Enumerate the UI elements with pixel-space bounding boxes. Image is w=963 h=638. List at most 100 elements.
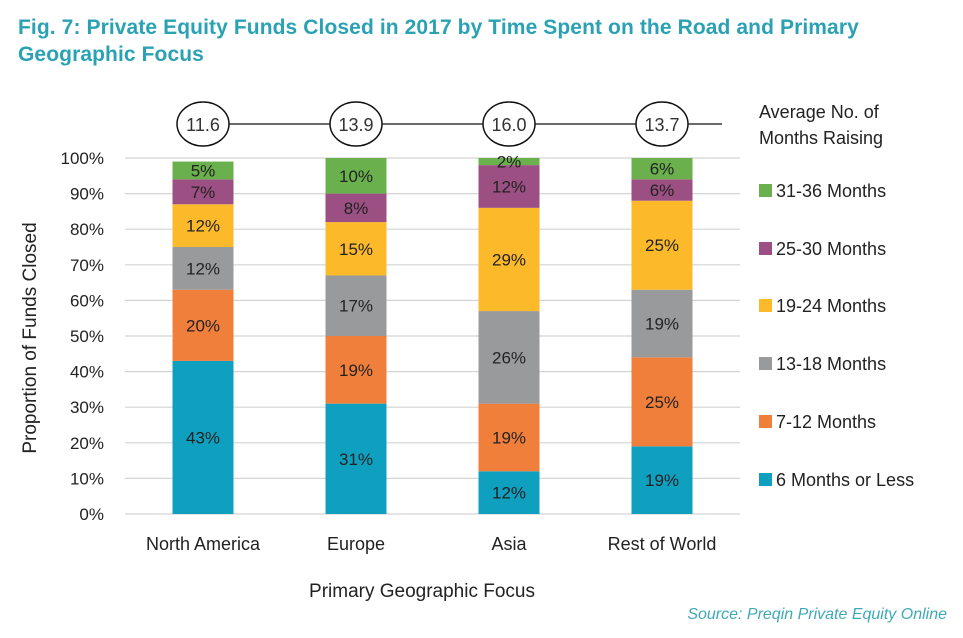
data-label: 43% xyxy=(186,428,220,447)
bar-segment xyxy=(478,207,540,312)
y-tick-label: 10% xyxy=(70,469,104,488)
legend-swatch xyxy=(759,184,772,197)
legend-item: 7-12 Months xyxy=(759,412,876,432)
bar-segment xyxy=(631,357,693,447)
y-tick-label: 70% xyxy=(70,256,104,275)
data-label: 25% xyxy=(645,236,679,255)
x-category-label: North America xyxy=(146,534,261,554)
data-label: 6% xyxy=(650,160,675,179)
average-value: 13.9 xyxy=(338,115,373,135)
legend-item: 25-30 Months xyxy=(759,239,886,259)
data-label: 29% xyxy=(492,250,526,269)
y-tick-label: 100% xyxy=(61,149,104,168)
average-circle xyxy=(176,101,230,147)
y-tick-label: 20% xyxy=(70,434,104,453)
bars: 43% 20% 12% 12% 7% 5% 31% 19% 17% 15% 8% 10% 12% 19% 2… xyxy=(172,153,693,514)
y-axis-title: Proportion of Funds Closed xyxy=(20,222,41,453)
bar-stack: 12% 19% 26% 29% 12% 2% xyxy=(478,153,540,514)
average-months-line: 11.6 13.9 16.0 13.7 xyxy=(176,101,722,147)
bar-segment xyxy=(172,179,234,205)
y-tick-label: 60% xyxy=(70,291,104,310)
bar-segment xyxy=(631,179,693,201)
average-circle xyxy=(329,101,383,147)
data-label: 2% xyxy=(497,153,522,172)
data-label: 26% xyxy=(492,348,526,367)
bar-segment xyxy=(172,204,234,247)
bar-segment xyxy=(478,311,540,404)
x-category-label: Europe xyxy=(327,534,385,554)
average-label-line2: Months Raising xyxy=(759,128,883,148)
legend-label: 13-18 Months xyxy=(776,354,886,374)
data-label: 7% xyxy=(191,183,216,202)
legend-label: 25-30 Months xyxy=(776,239,886,259)
bar-segment xyxy=(631,446,693,514)
legend-label: 19-24 Months xyxy=(776,296,886,316)
data-label: 12% xyxy=(186,259,220,278)
legend: Average No. of Months Raising 31-36 Months… xyxy=(759,102,914,490)
bar-stack: 19% 25% 19% 25% 6% 6% xyxy=(631,158,693,514)
data-label: 15% xyxy=(339,240,373,259)
legend-item: 13-18 Months xyxy=(759,354,886,374)
legend-item: 31-36 Months xyxy=(759,181,886,201)
x-axis-title: Primary Geographic Focus xyxy=(309,581,535,602)
bar-segment xyxy=(325,158,387,194)
data-label: 12% xyxy=(492,484,526,503)
data-label: 19% xyxy=(492,428,526,447)
legend-label: 31-36 Months xyxy=(776,181,886,201)
bar-segment xyxy=(478,158,540,166)
data-label: 25% xyxy=(645,393,679,412)
legend-label: 7-12 Months xyxy=(776,412,876,432)
y-tick-label: 0% xyxy=(79,505,104,524)
y-axis-ticks: 0% 10% 20% 30% 40% 50% 60% 70% 80% 90% 100% xyxy=(61,149,104,524)
average-value: 13.7 xyxy=(644,115,679,135)
average-circle xyxy=(482,101,536,147)
bar-stack: 43% 20% 12% 12% 7% 5% xyxy=(172,161,234,514)
bar-segment xyxy=(631,158,693,180)
y-tick-label: 40% xyxy=(70,363,104,382)
average-label-line1: Average No. of xyxy=(759,102,880,122)
data-label: 10% xyxy=(339,167,373,186)
source-note: Source: Preqin Private Equity Online xyxy=(687,606,947,623)
bar-segment xyxy=(631,200,693,290)
bar-segment xyxy=(325,193,387,223)
bar-stack: 31% 19% 17% 15% 8% 10% xyxy=(325,158,387,514)
data-label: 31% xyxy=(339,450,373,469)
x-axis-categories: North America Europe Asia Rest of World xyxy=(146,534,716,554)
x-category-label: Asia xyxy=(491,534,527,554)
bar-segment xyxy=(172,161,234,180)
legend-label: 6 Months or Less xyxy=(776,470,914,490)
bar-segment xyxy=(325,275,387,336)
legend-swatch xyxy=(759,473,772,486)
bar-segment xyxy=(325,403,387,514)
data-label: 5% xyxy=(191,161,216,180)
bar-segment xyxy=(478,471,540,514)
average-value: 16.0 xyxy=(491,115,526,135)
y-tick-label: 30% xyxy=(70,398,104,417)
legend-swatch xyxy=(759,242,772,255)
legend-item: 19-24 Months xyxy=(759,296,886,316)
data-label: 12% xyxy=(492,177,526,196)
legend-swatch xyxy=(759,415,772,428)
bar-segment xyxy=(478,165,540,208)
bar-segment xyxy=(172,360,234,514)
bar-segment xyxy=(325,336,387,404)
average-circle xyxy=(635,101,689,147)
bar-segment xyxy=(172,247,234,290)
legend-item: 6 Months or Less xyxy=(759,470,914,490)
data-label: 17% xyxy=(339,297,373,316)
chart-title: Fig. 7: Private Equity Funds Closed in 2… xyxy=(18,16,859,66)
data-label: 12% xyxy=(186,217,220,236)
x-category-label: Rest of World xyxy=(608,534,717,554)
data-label: 20% xyxy=(186,316,220,335)
data-label: 19% xyxy=(339,361,373,380)
data-label: 19% xyxy=(645,471,679,490)
bar-segment xyxy=(478,403,540,472)
legend-swatch xyxy=(759,357,772,370)
data-label: 6% xyxy=(650,181,675,200)
bar-segment xyxy=(325,222,387,276)
y-tick-label: 50% xyxy=(70,327,104,346)
y-tick-label: 90% xyxy=(70,185,104,204)
data-label: 19% xyxy=(645,315,679,334)
average-value: 11.6 xyxy=(186,115,220,135)
